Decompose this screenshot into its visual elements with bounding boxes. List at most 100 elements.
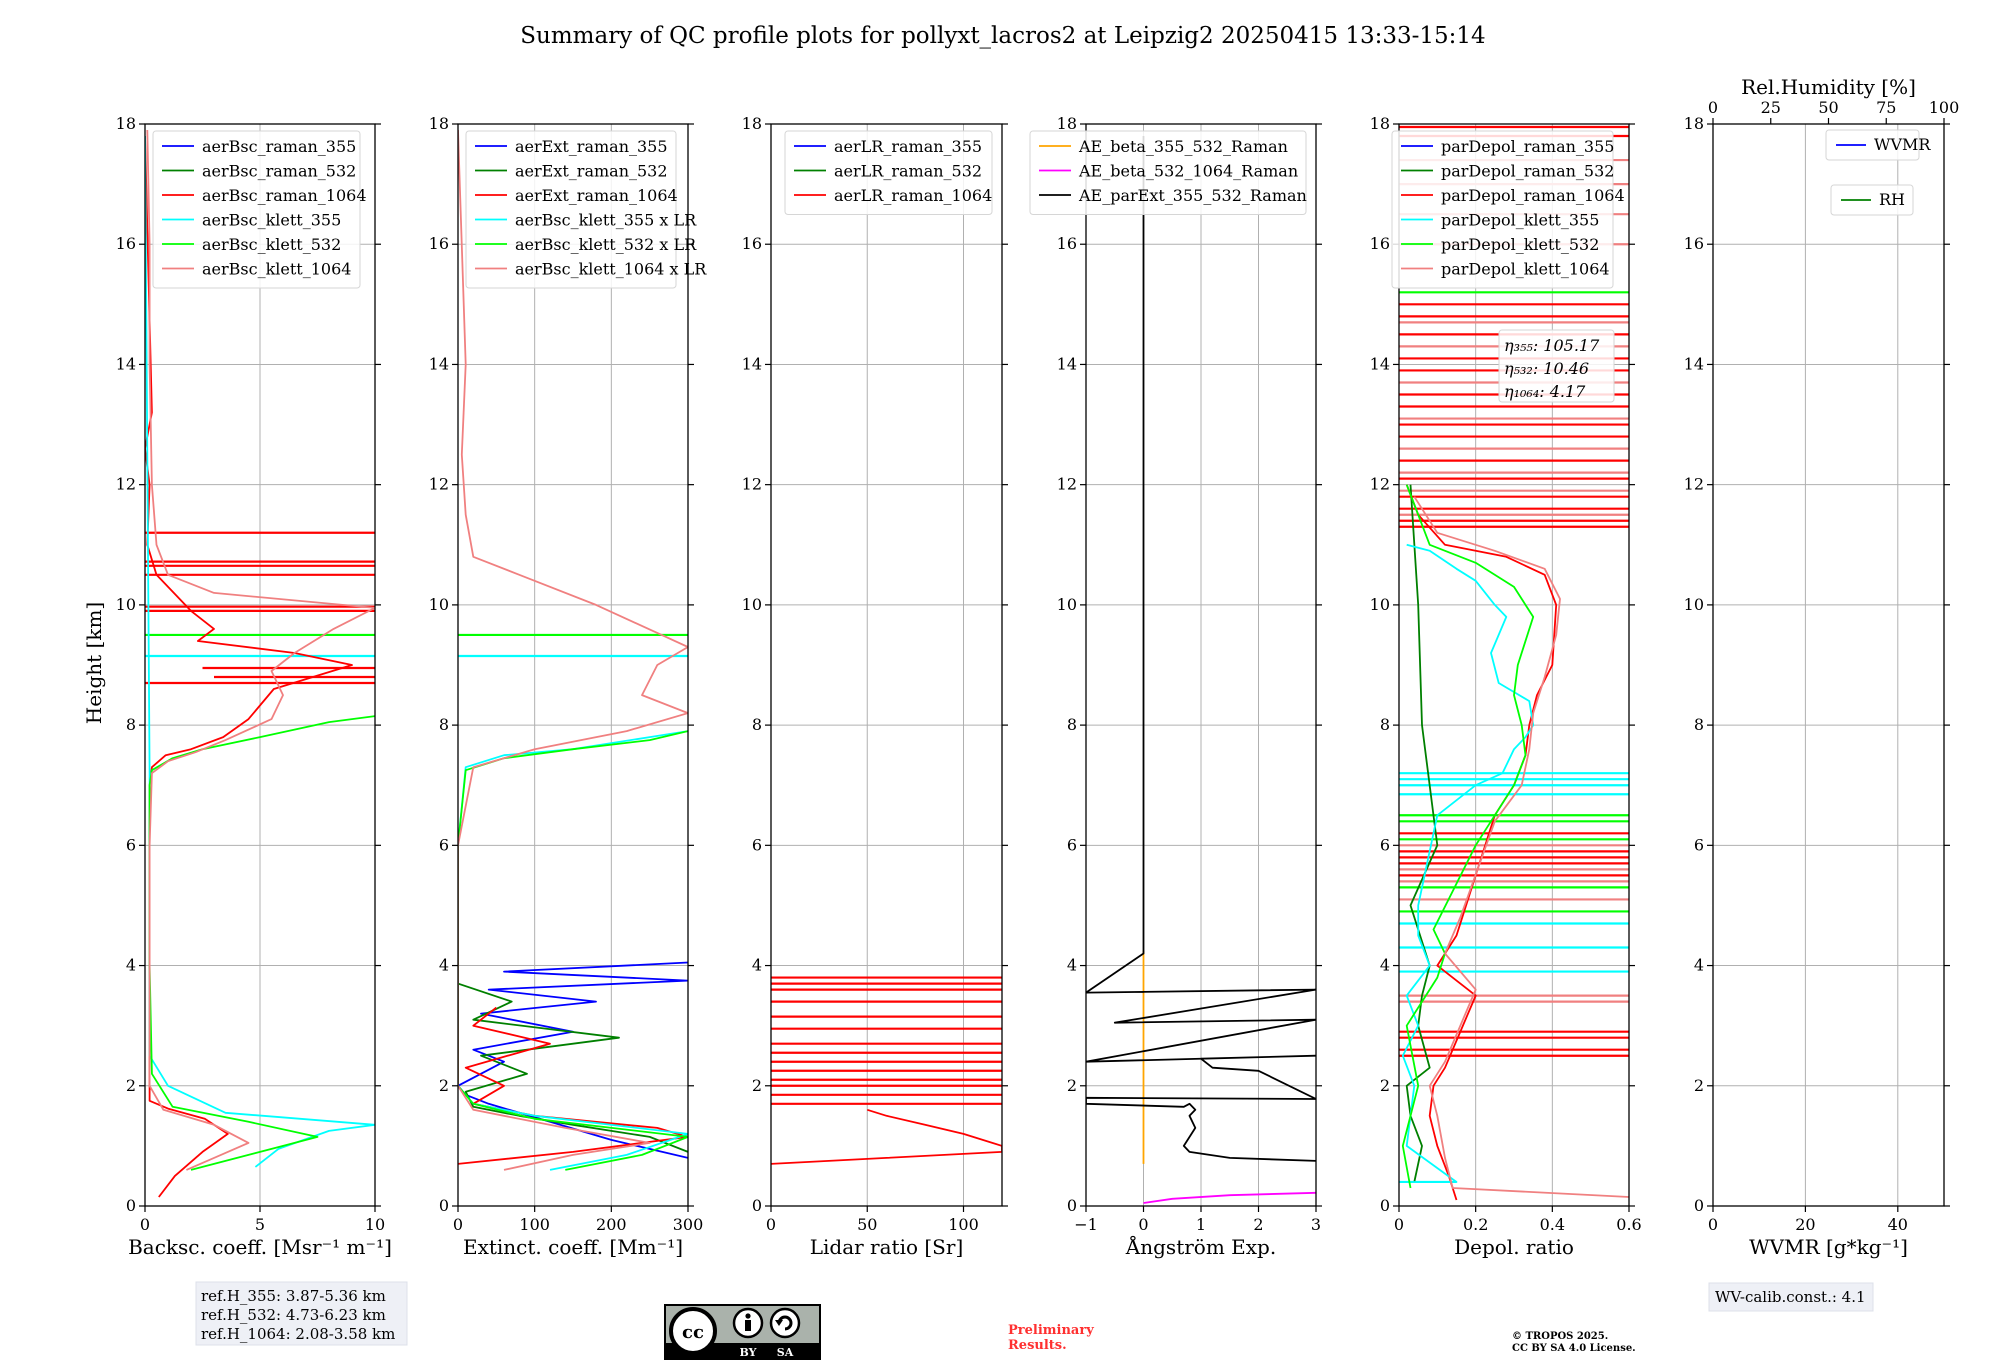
- legend-label: aerBsc_klett_1064: [202, 260, 351, 279]
- preliminary-note-line2: Results.: [1008, 1338, 1067, 1353]
- y-tick-label: 8: [126, 715, 136, 734]
- legend-label: parDepol_raman_355: [1441, 137, 1614, 156]
- series-line-aerbsc-klett-1064-x-lr: [458, 129, 688, 1171]
- top-x-tick-label: 0: [1708, 98, 1718, 117]
- x-tick-label: 0: [140, 1215, 150, 1234]
- panel-1-legend: aerBsc_raman_355 aerBsc_raman_532 aerBsc_r…: [152, 130, 367, 289]
- svg-text:cc: cc: [682, 1322, 704, 1343]
- series-line-aerbsc-klett-532-x-lr: [458, 730, 688, 1171]
- x-tick-label: 10: [365, 1215, 385, 1234]
- y-tick-label: 16: [1370, 234, 1390, 253]
- cc-license-badge: cc BY SA: [664, 1304, 821, 1360]
- y-tick-label: 8: [1380, 715, 1390, 734]
- license-by-label: BY: [740, 1346, 757, 1359]
- series-line-aerbsc-klett-532: [148, 715, 375, 1171]
- y-tick-label: 0: [1380, 1196, 1390, 1215]
- legend-label: aerBsc_klett_1064 x LR: [515, 260, 707, 279]
- y-tick-label: 0: [1067, 1196, 1077, 1215]
- copyright-line2: CC BY SA 4.0 License.: [1512, 1343, 1636, 1354]
- legend-label: parDepol_klett_355: [1441, 211, 1599, 230]
- figure-title: Summary of QC profile plots for pollyxt_…: [520, 23, 1485, 49]
- series-line-aerlr-raman-1064: [771, 1108, 1002, 1165]
- y-tick-label: 2: [439, 1076, 449, 1095]
- cc-logo-icon: cc: [669, 1307, 717, 1355]
- wv-calib-box: WV-calib.const.: 4.1: [1708, 1282, 1874, 1312]
- series-line-aerbsc-klett-1064: [146, 129, 375, 1171]
- panel-6-frame: [1712, 123, 1945, 1207]
- panel-6-top-xlabel: Rel.Humidity [%]: [1741, 75, 1916, 99]
- y-tick-label: 14: [116, 354, 136, 373]
- y-tick-label: 0: [752, 1196, 762, 1215]
- legend-label: WVMR: [1874, 135, 1931, 154]
- legend-label: parDepol_klett_1064: [1441, 260, 1610, 279]
- x-tick-label: 0: [1138, 1215, 1148, 1234]
- panel-5: 0 2 4 6 8 10 12 14 16 18 0 0.2 0.4 0.6 Depol. ratio par…: [1370, 114, 1642, 1259]
- x-tick-label: 5: [255, 1215, 265, 1234]
- y-tick-label: 12: [1057, 475, 1077, 494]
- legend-label: aerBsc_klett_532: [202, 235, 341, 254]
- panel-3-xlabel: Lidar ratio [Sr]: [810, 1235, 964, 1259]
- y-tick-label: 0: [439, 1196, 449, 1215]
- x-tick-label: 20: [1795, 1215, 1815, 1234]
- legend-label: aerBsc_klett_355: [202, 211, 341, 230]
- legend-box: [784, 130, 993, 215]
- y-tick-label: 10: [1057, 595, 1077, 614]
- legend-box: [1391, 130, 1614, 289]
- legend-label: aerLR_raman_1064: [834, 186, 992, 205]
- panel-3-data: [771, 976, 1002, 1165]
- y-tick-label: 6: [439, 835, 449, 854]
- top-x-tick-label: 75: [1876, 98, 1896, 117]
- legend-label: AE_parExt_355_532_Raman: [1078, 186, 1307, 205]
- legend-label: parDepol_raman_1064: [1441, 186, 1625, 205]
- legend-label: aerExt_raman_532: [515, 162, 668, 181]
- y-tick-label: 14: [742, 354, 762, 373]
- y-tick-label: 10: [1370, 595, 1390, 614]
- y-tick-label: 12: [1684, 475, 1704, 494]
- panel-5-xlabel: Depol. ratio: [1454, 1235, 1574, 1259]
- x-tick-label: 2: [1253, 1215, 1263, 1234]
- attribution-person-icon: [732, 1307, 764, 1339]
- wv-calib-const: WV-calib.const.: 4.1: [1715, 1288, 1866, 1306]
- legend-label: aerBsc_raman_355: [202, 137, 356, 156]
- panel-1-xlabel: Backsc. coeff. [Msr⁻¹ m⁻¹]: [128, 1235, 392, 1259]
- eta-annotation: η₅₃₂: 10.46: [1504, 359, 1589, 378]
- y-tick-label: 6: [1380, 835, 1390, 854]
- legend-label: AE_beta_355_532_Raman: [1078, 137, 1288, 156]
- x-tick-label: 300: [673, 1215, 704, 1234]
- y-tick-label: 4: [126, 956, 136, 975]
- eta-annotation: η₁₀₆₄: 4.17: [1504, 382, 1586, 401]
- y-tick-label: 2: [1694, 1076, 1704, 1095]
- top-x-tick-label: 50: [1818, 98, 1838, 117]
- y-tick-label: 16: [116, 234, 136, 253]
- y-tick-label: 6: [752, 835, 762, 854]
- y-axis-label: Height [km]: [82, 602, 106, 724]
- legend-box: [1029, 130, 1307, 215]
- y-tick-label: 6: [1067, 835, 1077, 854]
- panel-4-data: [1086, 136, 1316, 1204]
- series-line-pardepol-klett-532: [1401, 484, 1535, 1189]
- license-sa-label: SA: [777, 1346, 794, 1359]
- y-tick-label: 8: [1694, 715, 1704, 734]
- panel-3-legend: aerLR_raman_355 aerLR_raman_532 aerLR_rama…: [784, 130, 993, 215]
- y-tick-label: 18: [742, 114, 762, 133]
- legend-label: aerBsc_klett_532 x LR: [515, 235, 697, 254]
- y-tick-label: 14: [1684, 354, 1704, 373]
- legend-label: aerLR_raman_355: [834, 137, 982, 156]
- y-tick-label: 8: [439, 715, 449, 734]
- y-tick-label: 4: [439, 956, 449, 975]
- panel-6-xlabel: WVMR [g*kg⁻¹]: [1749, 1235, 1908, 1259]
- legend-box: [1830, 184, 1914, 216]
- y-tick-label: 16: [742, 234, 762, 253]
- y-tick-label: 16: [429, 234, 449, 253]
- y-tick-label: 2: [1067, 1076, 1077, 1095]
- y-tick-label: 18: [1370, 114, 1390, 133]
- panel-4-xlabel: Ångström Exp.: [1125, 1234, 1276, 1259]
- legend-label: aerBsc_klett_355 x LR: [515, 211, 697, 230]
- y-tick-label: 2: [1380, 1076, 1390, 1095]
- panel-2-xlabel: Extinct. coeff. [Mm⁻¹]: [463, 1235, 683, 1259]
- series-line-pardepol-klett-355: [1399, 543, 1535, 1183]
